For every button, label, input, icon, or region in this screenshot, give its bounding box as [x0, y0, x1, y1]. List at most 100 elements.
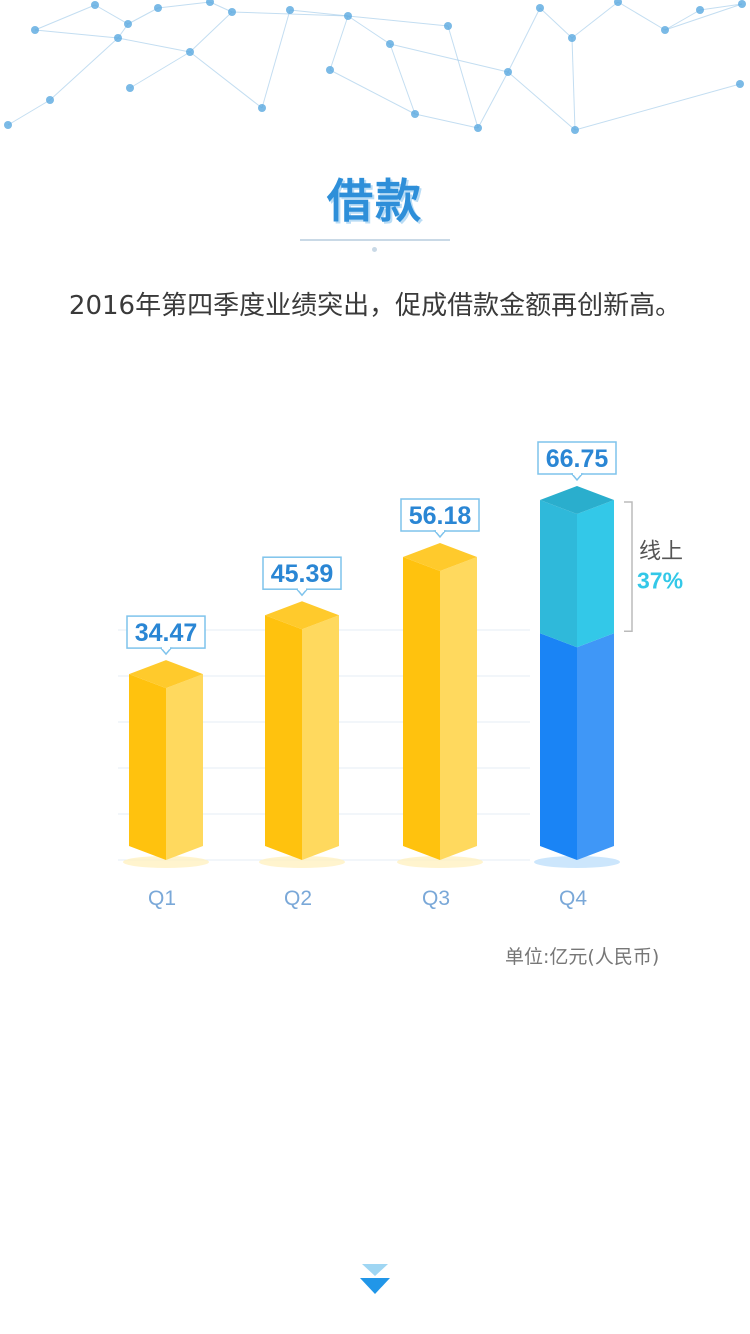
network-link	[699, 3, 743, 11]
bar-left-face	[129, 674, 166, 860]
title-divider-dot	[372, 247, 377, 252]
value-label-pointer-mask	[436, 529, 444, 533]
network-link	[157, 1, 211, 9]
network-node	[661, 26, 669, 34]
network-node	[186, 48, 194, 56]
network-link	[347, 15, 391, 45]
network-link	[49, 37, 119, 101]
network-link	[664, 3, 743, 31]
network-link	[94, 4, 129, 25]
double-chevron-down-icon[interactable]	[358, 1262, 392, 1302]
bar-right-face	[440, 557, 477, 860]
bar-top-face	[265, 601, 339, 630]
bar-shadow	[534, 856, 620, 868]
network-link	[34, 29, 119, 39]
network-node	[154, 4, 162, 12]
network-link	[664, 9, 701, 31]
network-node	[326, 66, 334, 74]
network-node	[228, 8, 236, 16]
network-node	[696, 6, 704, 14]
network-node	[614, 0, 622, 6]
network-background-decoration	[4, 0, 746, 134]
network-node	[411, 110, 419, 118]
network-link	[414, 113, 479, 129]
network-node	[738, 0, 746, 8]
network-link	[117, 37, 191, 53]
network-link	[129, 51, 191, 89]
network-link	[7, 99, 51, 126]
bar-left-face	[265, 615, 302, 860]
online-bracket	[624, 501, 633, 632]
network-node	[258, 104, 266, 112]
value-label-pointer-mask	[162, 646, 170, 650]
network-link	[507, 71, 576, 131]
category-label: Q4	[559, 887, 587, 910]
network-link	[189, 51, 263, 109]
bar-top-face	[129, 660, 203, 689]
value-label-box	[262, 556, 342, 590]
network-node	[31, 26, 39, 34]
network-node	[114, 34, 122, 42]
network-link	[507, 7, 541, 73]
value-label: 56.18	[409, 502, 472, 530]
bar-q4-offline-left	[540, 633, 577, 860]
page-title: 借款	[327, 174, 423, 228]
network-node	[736, 80, 744, 88]
network-node	[444, 22, 452, 30]
bar-q4-online-left	[540, 500, 577, 648]
network-link	[477, 71, 509, 129]
category-label: Q1	[148, 887, 176, 910]
network-link	[389, 43, 416, 115]
network-node	[286, 6, 294, 14]
network-link	[261, 9, 291, 109]
network-node	[344, 12, 352, 20]
bar-q4-offline-right	[577, 633, 614, 860]
bar-shadow	[123, 856, 209, 868]
network-node	[4, 121, 12, 129]
value-label-pointer-mask	[298, 587, 306, 591]
network-link	[289, 9, 349, 17]
bar-top-face	[403, 543, 477, 572]
network-node	[571, 126, 579, 134]
value-label: 34.47	[135, 619, 198, 647]
network-link	[389, 43, 509, 73]
network-node	[474, 124, 482, 132]
network-node	[568, 34, 576, 42]
bar-shadow	[397, 856, 483, 868]
network-node	[46, 96, 54, 104]
network-link	[329, 15, 349, 71]
bar-q4-online-top	[540, 486, 614, 514]
network-link	[574, 83, 741, 131]
value-label: 45.39	[271, 560, 334, 588]
network-node	[206, 0, 214, 6]
network-link	[189, 11, 233, 53]
bar-right-face	[166, 674, 203, 860]
network-link	[571, 37, 576, 131]
online-label: 线上	[639, 540, 683, 565]
category-label: Q2	[284, 887, 312, 910]
bar-right-face	[302, 615, 339, 860]
bar-left-face	[403, 557, 440, 860]
network-link	[127, 7, 159, 25]
network-link	[571, 1, 619, 39]
network-link	[209, 1, 233, 13]
unit-label: 单位:亿元(人民币)	[505, 946, 660, 968]
page-subtitle: 2016年第四季度业绩突出，促成借款金额再创新高。	[68, 291, 682, 321]
network-node	[126, 84, 134, 92]
network-node	[536, 4, 544, 12]
network-link	[329, 69, 416, 115]
category-label: Q3	[422, 887, 450, 910]
value-label-box	[400, 498, 480, 532]
network-link	[347, 15, 449, 27]
value-label-box	[126, 615, 206, 649]
network-link	[617, 1, 666, 31]
bar-shadow	[259, 856, 345, 868]
network-node	[124, 20, 132, 28]
network-node	[386, 40, 394, 48]
network-link	[447, 25, 479, 129]
loan-bar-chart: 34.47 Q1 45.39 Q2 56.18 Q3 线上 37% 66.75 Q4	[118, 441, 683, 910]
network-node	[91, 1, 99, 9]
value-label: 66.75	[546, 445, 609, 473]
title-divider	[300, 239, 450, 241]
network-link	[34, 4, 96, 31]
